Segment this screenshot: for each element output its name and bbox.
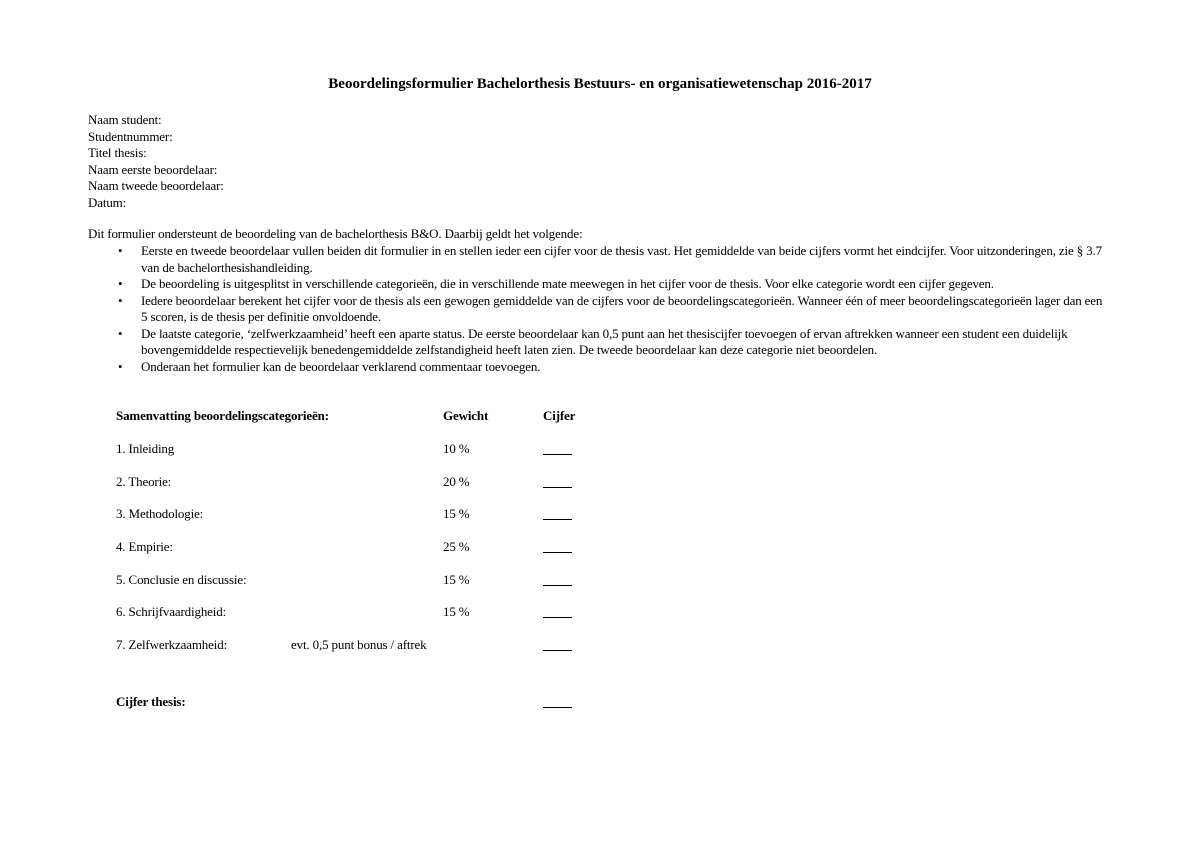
summary-header: Samenvatting beoordelingscategorieën: Ge… — [116, 408, 616, 426]
table-row: 2. Theorie: 20 % — [116, 474, 616, 492]
total-label: Cijfer thesis: — [116, 694, 186, 709]
list-item: • Onderaan het formulier kan de beoordela… — [118, 358, 541, 374]
field-tweede-beoordelaar[interactable]: Naam tweede beoordelaar: — [88, 178, 224, 193]
grade-blank[interactable] — [543, 604, 572, 618]
table-row: 1. Inleiding 10 % — [116, 441, 616, 459]
page-title: Beoordelingsformulier Bachelorthesis Bes… — [328, 76, 872, 92]
table-row: 3. Methodologie: 15 % — [116, 506, 616, 524]
table-row: 4. Empirie: 25 % — [116, 539, 616, 557]
bullet-icon: • — [118, 325, 123, 341]
field-eerste-beoordelaar[interactable]: Naam eerste beoordelaar: — [88, 161, 218, 177]
field-datum[interactable]: Datum: — [88, 194, 127, 210]
table-row-zelfwerkzaamheid: 7. Zelfwerkzaamheid: evt. 0,5 punt bonus… — [116, 637, 616, 655]
table-row: 6. Schrijfvaardigheid: 15 % — [116, 604, 616, 622]
total-grade-blank[interactable] — [543, 694, 572, 708]
instructions-list: • Eerste en tweede beoordelaar vullen bei… — [118, 243, 1108, 375]
bullet-icon: • — [118, 276, 123, 291]
grade-blank[interactable] — [543, 637, 572, 651]
grade-blank[interactable] — [543, 441, 572, 455]
list-item: • Iedere beoordelaar berekent het cijfer … — [118, 292, 1103, 325]
grade-blank[interactable] — [543, 506, 572, 520]
list-item: • Eerste en tweede beoordelaar vullen bei… — [118, 243, 1102, 275]
grade-blank[interactable] — [543, 474, 572, 488]
total-row: Cijfer thesis: — [116, 694, 616, 712]
grade-blank[interactable] — [543, 539, 572, 553]
bullet-icon: • — [118, 292, 123, 308]
field-naam-student[interactable]: Naam student: — [88, 112, 162, 127]
header-grade: Cijfer — [543, 408, 576, 423]
field-titel-thesis[interactable]: Titel thesis: — [88, 145, 147, 160]
intro-text: Dit formulier ondersteunt de beoordeling… — [88, 226, 583, 241]
header-category: Samenvatting beoordelingscategorieën: — [116, 408, 329, 423]
bullet-icon: • — [118, 358, 123, 374]
list-item: • De beoordeling is uitgesplitst in versc… — [118, 276, 994, 291]
grade-blank[interactable] — [543, 572, 572, 586]
field-studentnummer[interactable]: Studentnummer: — [88, 128, 173, 144]
table-row: 5. Conclusie en discussie: 15 % — [116, 572, 616, 590]
bullet-icon: • — [118, 243, 123, 258]
list-item: • De laatste categorie, ‘zelfwerkzaamheid… — [118, 325, 1068, 358]
header-weight: Gewicht — [443, 408, 489, 423]
student-fields: Naam student: Studentnummer: Titel thesi… — [88, 112, 224, 211]
